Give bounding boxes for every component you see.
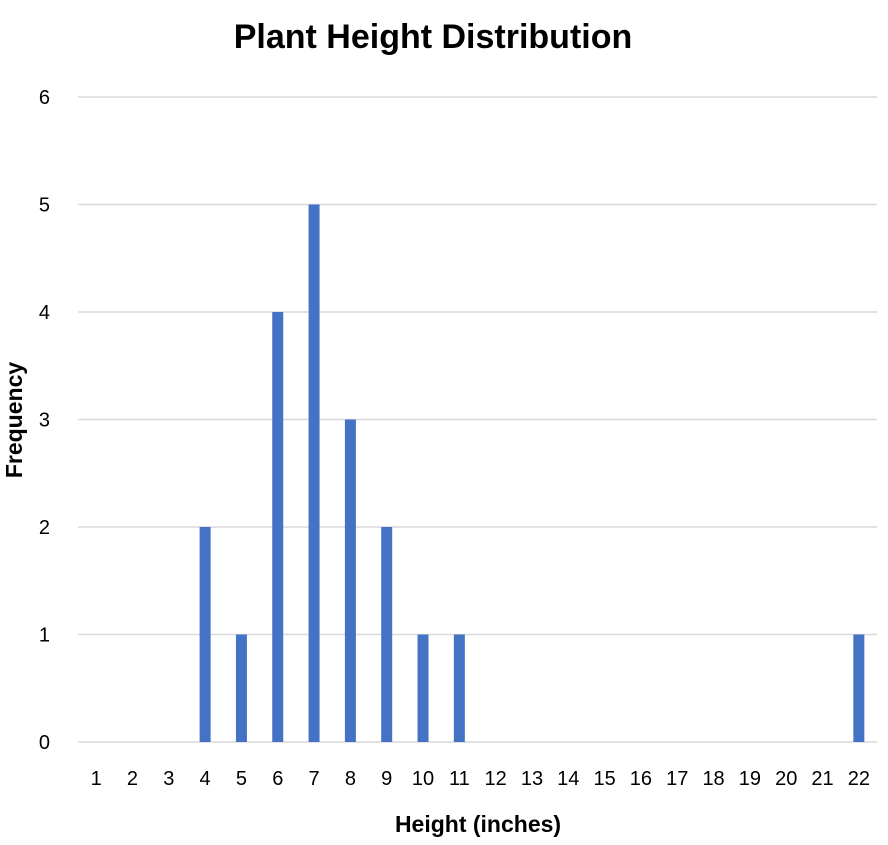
y-tick-label: 1 — [39, 625, 50, 647]
x-tick-label: 12 — [485, 768, 507, 790]
x-tick-label: 10 — [412, 768, 434, 790]
x-tick-label: 1 — [91, 768, 102, 790]
y-tick-label: 3 — [39, 410, 50, 432]
y-tick-label: 0 — [39, 732, 50, 754]
bar-22 — [853, 634, 865, 742]
x-tick-label: 11 — [449, 768, 470, 790]
x-tick-label: 14 — [557, 768, 579, 790]
y-axis-title: Frequency — [1, 362, 27, 479]
y-tick-label: 5 — [39, 195, 50, 217]
chart-title: Plant Height Distribution — [234, 18, 633, 56]
x-tick-label: 7 — [309, 768, 320, 790]
gridlines — [78, 96, 877, 743]
x-tick-label: 8 — [345, 768, 356, 790]
bar-7 — [308, 204, 320, 742]
y-tick-label: 4 — [39, 302, 50, 324]
x-tick-label: 13 — [521, 768, 543, 790]
bar-5 — [235, 634, 247, 742]
x-tick-label: 16 — [630, 768, 652, 790]
x-axis-ticks: 1 2 3 4 5 6 7 8 9 10 11 12 13 14 15 16 17 18 19 20 21 22 — [91, 768, 870, 790]
x-tick-label: 3 — [163, 768, 174, 790]
x-tick-label: 5 — [236, 768, 247, 790]
x-tick-label: 15 — [593, 768, 615, 790]
x-axis-title: Height (inches) — [395, 811, 561, 837]
x-tick-label: 6 — [272, 768, 283, 790]
bar-9 — [381, 527, 393, 742]
y-axis-ticks: 0 1 2 3 4 5 6 — [39, 87, 50, 754]
bars — [199, 204, 865, 742]
x-tick-label: 18 — [702, 768, 724, 790]
x-tick-label: 20 — [775, 768, 797, 790]
bar-10 — [417, 634, 429, 742]
bar-6 — [272, 312, 284, 742]
x-tick-label: 19 — [739, 768, 761, 790]
bar-8 — [344, 419, 356, 742]
bar-11 — [453, 634, 465, 742]
x-tick-label: 2 — [127, 768, 138, 790]
x-tick-label: 9 — [381, 768, 392, 790]
y-tick-label: 2 — [39, 517, 50, 539]
y-tick-label: 6 — [39, 87, 50, 109]
x-tick-label: 4 — [200, 768, 211, 790]
x-tick-label: 21 — [811, 768, 833, 790]
bar-4 — [199, 527, 211, 742]
x-tick-label: 22 — [848, 768, 870, 790]
x-tick-label: 17 — [666, 768, 688, 790]
